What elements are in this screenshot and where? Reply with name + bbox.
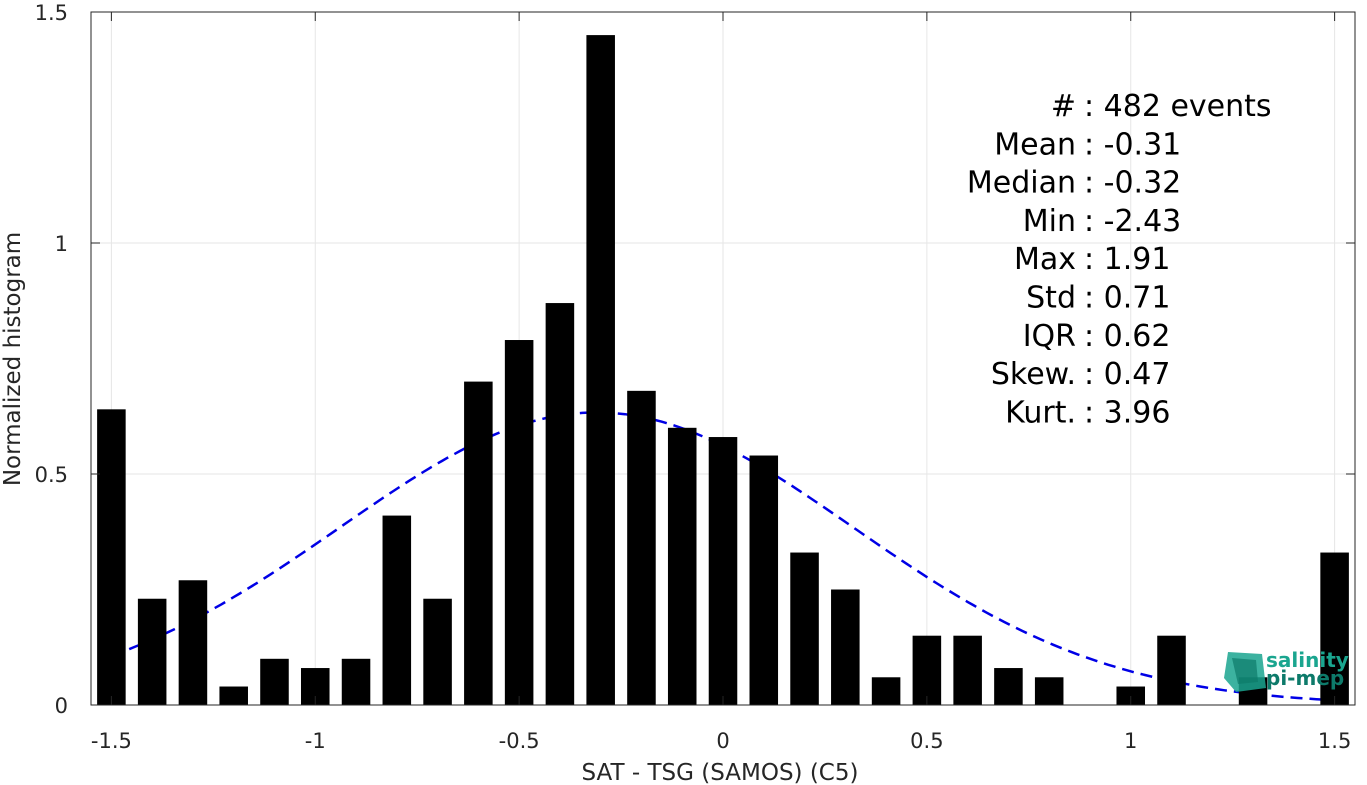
histogram-bar [178, 580, 208, 705]
histogram-bar [627, 390, 656, 705]
histogram-bar [586, 35, 615, 706]
stat-label: Std [1026, 281, 1076, 316]
histogram-bar [1320, 552, 1349, 705]
stat-value: : 0.62 [1084, 319, 1170, 354]
y-tick-label: 0.5 [35, 463, 68, 487]
salinity-pi-mep-logo: salinity pi-mep [1224, 648, 1349, 692]
stat-value: : 482 events [1084, 89, 1272, 124]
histogram-bar [219, 686, 248, 705]
stat-value: : -0.31 [1084, 127, 1181, 162]
histogram-bar [97, 409, 126, 705]
x-tick-label: -1.5 [91, 729, 132, 753]
x-tick-label: -0.5 [499, 729, 540, 753]
x-tick-label: 0 [716, 729, 729, 753]
x-tick-label: -1 [305, 729, 326, 753]
stat-label: Median [967, 166, 1076, 201]
stat-value: : 1.91 [1084, 242, 1170, 277]
histogram-bars [97, 35, 1349, 706]
y-tick-label: 1 [55, 232, 68, 256]
histogram-bar [1034, 677, 1064, 705]
histogram-bar [341, 658, 371, 705]
y-tick-label: 1.5 [35, 1, 68, 25]
histogram-bar [260, 658, 289, 705]
histogram-bar [708, 437, 738, 705]
x-tick-label: 0.5 [910, 729, 943, 753]
x-axis-label: SAT - TSG (SAMOS) (C5) [582, 760, 859, 785]
histogram-bar [994, 668, 1023, 705]
stat-label: IQR [1023, 319, 1076, 354]
stat-label: # [1051, 89, 1076, 124]
stat-label: Mean [994, 127, 1076, 162]
stat-label: Max [1014, 242, 1076, 277]
stat-value: : 0.71 [1084, 281, 1170, 316]
histogram-bar [1157, 635, 1186, 705]
histogram-bar [790, 552, 819, 705]
histogram-bar [464, 381, 493, 705]
y-axis-ticks: 0 0.5 1 1.5 [35, 1, 1355, 718]
histogram-bar [912, 635, 942, 705]
histogram-bar [545, 303, 575, 705]
stat-value: : 0.47 [1084, 357, 1170, 392]
x-axis-ticks: -1.5 -1 -0.5 0 0.5 1 1.5 [91, 12, 1351, 753]
x-tick-label: 1.5 [1318, 729, 1351, 753]
stat-label: Min [1023, 204, 1076, 239]
histogram-bar [137, 598, 167, 705]
histogram-bar [423, 598, 452, 705]
histogram-bar [871, 677, 901, 705]
logo-line1: salinity [1266, 648, 1349, 672]
gaussian-fit-line [110, 411, 1335, 702]
y-axis-label: Normalized histogram [0, 232, 26, 486]
histogram-bar [953, 635, 982, 705]
stat-value: : -0.32 [1084, 166, 1181, 201]
histogram-bar [831, 589, 860, 705]
stat-label: Kurt. [1005, 395, 1076, 430]
logo-line2: pi-mep [1266, 666, 1344, 690]
histogram-bar [749, 455, 779, 705]
histogram-bar [667, 427, 697, 705]
histogram-bar [382, 515, 412, 705]
gaussian-fit [110, 411, 1335, 702]
logo-icon-inner [1232, 658, 1258, 684]
stat-label: Skew. [991, 357, 1076, 392]
histogram-bar [1116, 686, 1146, 705]
stat-value: : 3.96 [1084, 395, 1170, 430]
histogram-bar [504, 340, 534, 705]
x-tick-label: 1 [1124, 729, 1137, 753]
y-tick-label: 0 [55, 694, 68, 718]
stat-value: : -2.43 [1084, 204, 1181, 239]
